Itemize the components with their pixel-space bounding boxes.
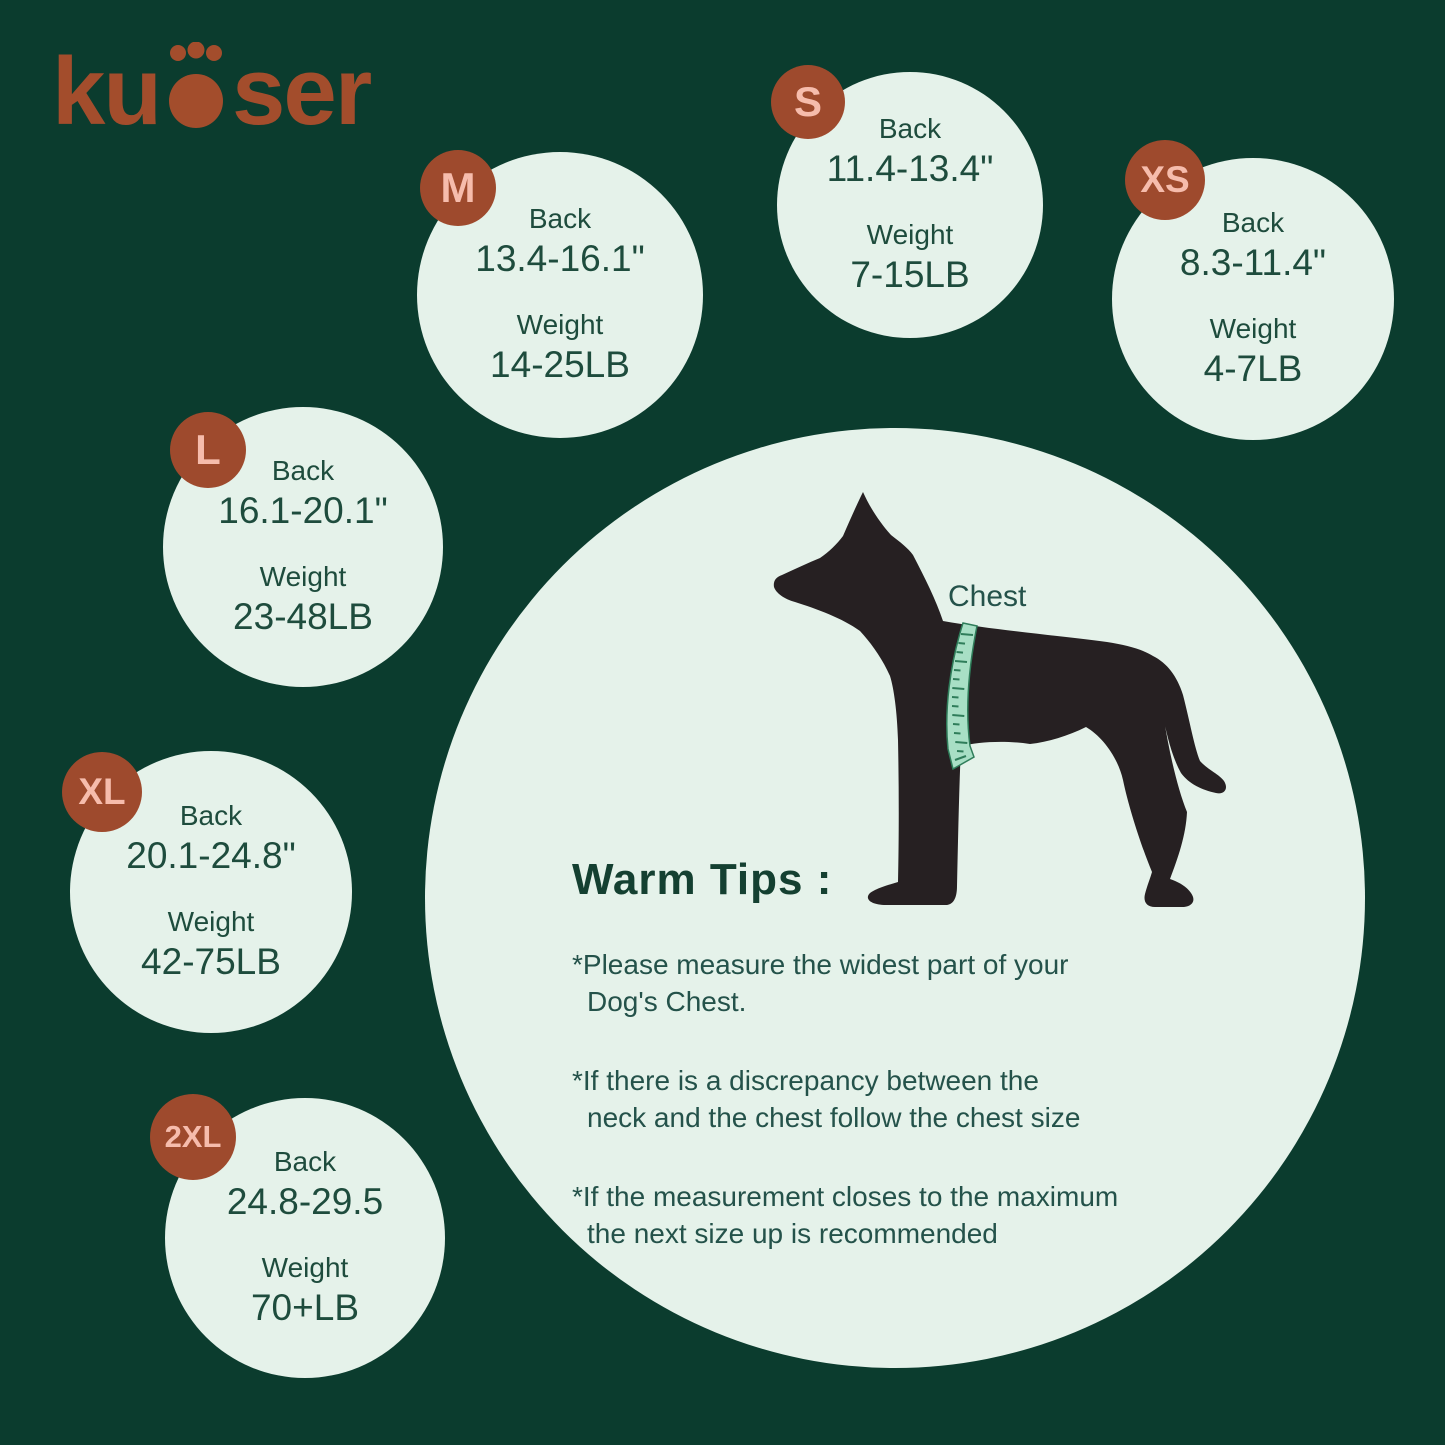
back-label: Back [528, 203, 592, 235]
size-badge-l: L [170, 412, 246, 488]
tip-line: the next size up is recommended [587, 1217, 998, 1249]
tip-line: *Please measure the widest part of your [572, 949, 1069, 980]
weight-value: 4-7LB [1203, 347, 1303, 389]
back-value: 13.4-16.1" [475, 237, 645, 279]
weight-value: 7-15LB [850, 253, 970, 295]
tip-line: *If there is a discrepancy between the [572, 1064, 1039, 1096]
back-label: Back [179, 800, 243, 832]
tip-line: Dog's Chest. [587, 985, 747, 1017]
warm-tips-title: Warm Tips : [572, 855, 833, 904]
tip-size-up: *If the measurement closes to the maximu… [572, 1179, 1282, 1253]
brand-logo: ku ser [52, 38, 372, 145]
back-value: 24.8-29.5 [226, 1180, 384, 1222]
weight-value: 14-25LB [490, 343, 630, 385]
dog-silhouette-icon [773, 492, 1227, 907]
size-badge-xs: XS [1125, 140, 1205, 220]
size-circle-m: Back 13.4-16.1" Weight 14-25LB [417, 152, 703, 438]
tip-discrepancy: *If there is a discrepancy between the n… [572, 1063, 1282, 1137]
size-badge-m: M [420, 150, 496, 226]
weight-value: 42-75LB [141, 940, 281, 982]
measuring-tape-icon [946, 622, 978, 771]
size-badge-xl: XL [62, 752, 142, 832]
back-value: 11.4-13.4" [826, 147, 994, 189]
back-label: Back [271, 455, 335, 487]
weight-value: 23-48LB [233, 595, 373, 637]
back-label: Back [878, 113, 942, 145]
weight-label: Weight [866, 219, 954, 250]
logo-text-right: ser [232, 38, 372, 145]
weight-label: Weight [1209, 313, 1297, 344]
back-label: Back [1221, 207, 1285, 239]
paw-icon [169, 42, 224, 128]
size-badge-s: S [771, 65, 845, 139]
weight-label: Weight [167, 906, 255, 937]
size-badge-2xl: 2XL [150, 1094, 236, 1180]
warm-tips-section: Warm Tips : *Please measure the widest p… [572, 855, 1282, 1295]
logo-text-left: ku [52, 38, 162, 145]
chest-label: Chest [948, 580, 1027, 613]
back-label: Back [273, 1146, 337, 1178]
weight-value: 70+LB [250, 1286, 360, 1328]
tip-line: *If the measurement closes to the maximu… [572, 1180, 1119, 1212]
weight-label: Weight [259, 561, 347, 592]
tip-measure-chest: *Please measure the widest part of your … [572, 947, 1282, 1021]
weight-label: Weight [516, 309, 604, 340]
weight-label: Weight [261, 1252, 349, 1283]
back-value: 16.1-20.1" [218, 489, 388, 531]
back-value: 8.3-11.4" [1179, 241, 1327, 283]
size-circle-s: Back 11.4-13.4" Weight 7-15LB [777, 72, 1043, 338]
back-value: 20.1-24.8" [126, 834, 296, 876]
tip-line: neck and the chest follow the chest size [587, 1101, 1081, 1133]
